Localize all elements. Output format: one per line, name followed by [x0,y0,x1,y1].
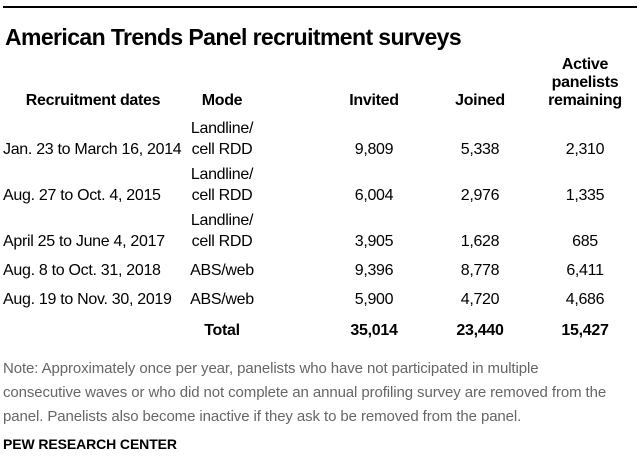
footnote-text: Note: Approximately once per year, panel… [3,359,607,425]
cell-invited: 3,905 [354,232,394,250]
cell-mode: Landline/ cell RDD [190,211,254,250]
cell-mode: Landline/ cell RDD [190,165,254,204]
table-row: Aug. 8 to Oct. 31, 2018 ABS/web 9,396 8,… [3,253,637,282]
cell-active-remaining: 685 [572,232,598,250]
cell-joined: 2,976 [460,186,500,204]
cell-active-remaining: 1,335 [565,186,605,204]
figure-container: American Trends Panel recruitment survey… [0,6,640,464]
header-row: Recruitment dates Mode Invited Joined Ac… [3,56,637,114]
cell-dates: Aug. 19 to Nov. 30, 2019 [3,290,172,308]
column-header-mode: Mode [201,92,243,110]
top-rule [3,6,637,8]
table-row: Jan. 23 to March 16, 2014 Landline/ cell… [3,115,637,161]
cell-dates: Aug. 27 to Oct. 4, 2015 [3,186,161,204]
cell-mode: ABS/web [190,261,254,279]
table-row: April 25 to June 4, 2017 Landline/ cell … [3,207,637,253]
recruitment-table: Recruitment dates Mode Invited Joined Ac… [3,56,637,341]
total-label: Total [204,321,240,339]
cell-joined: 5,338 [460,140,500,158]
table-row: Aug. 19 to Nov. 30, 2019 ABS/web 5,900 4… [3,282,637,311]
cell-active-remaining: 4,686 [565,290,605,308]
cell-active-remaining: 6,411 [566,261,604,279]
total-active-remaining: 15,427 [561,321,609,339]
cell-mode: ABS/web [190,290,254,308]
cell-joined: 8,778 [460,261,500,279]
table-row: Aug. 27 to Oct. 4, 2015 Landline/ cell R… [3,161,637,207]
cell-dates: Aug. 8 to Oct. 31, 2018 [3,261,161,279]
cell-invited: 5,900 [354,290,394,308]
column-header-active-panelists-remaining: Active panelists remaining [548,56,622,110]
cell-invited: 9,396 [354,261,394,279]
cell-active-remaining: 2,310 [565,140,605,158]
column-header-recruitment-dates: Recruitment dates [25,92,161,110]
cell-invited: 6,004 [354,186,394,204]
cell-joined: 4,720 [460,290,500,308]
cell-joined: 1,628 [460,232,500,250]
column-header-joined: Joined [455,92,505,110]
cell-invited: 9,809 [354,140,394,158]
total-row: Total 35,014 23,440 15,427 [3,311,637,342]
cell-dates-empty [3,311,183,342]
cell-mode: Landline/ cell RDD [190,119,254,158]
source-label: PEW RESEARCH CENTER [3,435,177,452]
total-joined: 23,440 [456,321,504,339]
chart-title: American Trends Panel recruitment survey… [5,24,462,50]
cell-dates: Jan. 23 to March 16, 2014 [3,140,182,158]
column-header-invited: Invited [349,92,399,110]
cell-dates: April 25 to June 4, 2017 [3,232,165,250]
total-invited: 35,014 [350,321,398,339]
